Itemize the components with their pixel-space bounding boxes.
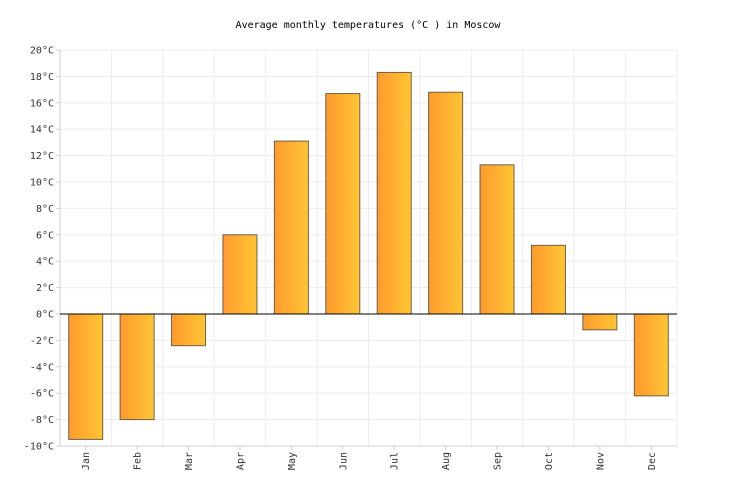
bar-jan	[68, 313, 104, 440]
x-tick-label: Nov	[595, 452, 606, 470]
y-tick-label: 6°C	[36, 230, 54, 241]
bar-mar	[171, 313, 207, 347]
y-tick-label: 20°C	[30, 46, 54, 57]
bar-sep	[479, 164, 515, 315]
y-tick-label: 16°C	[30, 98, 54, 109]
bar-may	[273, 140, 309, 315]
bar-nov	[582, 313, 618, 331]
x-tick-label: Jan	[81, 452, 92, 470]
y-tick-label: 10°C	[30, 178, 54, 189]
y-tick-label: 4°C	[36, 257, 54, 268]
x-tick-label: Dec	[647, 452, 658, 470]
x-tick-label: Jun	[338, 452, 349, 470]
y-tick-label: -2°C	[30, 336, 54, 347]
chart-title: Average monthly temperatures (°C ) in Mo…	[236, 20, 502, 31]
x-tick-label: Jul	[390, 452, 401, 470]
y-tick-label: -6°C	[30, 389, 54, 400]
bar-oct	[530, 244, 566, 315]
y-tick-label: -10°C	[24, 442, 54, 453]
x-axis-ticks: Jan Feb Mar Apr May Jun Jul Aug Sep Oct Nov Dec	[81, 446, 658, 470]
bar-jun	[325, 93, 361, 315]
grid-lines	[59, 49, 678, 447]
bar-jul	[376, 71, 412, 315]
x-tick-label: Sep	[493, 452, 504, 470]
bar-dec	[633, 313, 669, 397]
y-tick-label: -8°C	[30, 415, 54, 426]
y-tick-label: 0°C	[36, 310, 54, 321]
x-tick-label: Feb	[133, 452, 144, 470]
y-tick-label: -4°C	[30, 362, 54, 373]
x-tick-label: Mar	[184, 452, 195, 470]
axes	[59, 50, 677, 447]
x-tick-label: Oct	[544, 452, 555, 470]
bar-apr	[222, 234, 258, 315]
y-tick-label: 18°C	[30, 72, 54, 83]
y-tick-label: 12°C	[30, 151, 54, 162]
y-axis-ticks: -10°C -8°C -6°C -4°C -2°C 0°C 2°C 4°C 6°C 8°C 10°C…	[24, 46, 60, 453]
x-tick-label: May	[287, 452, 298, 470]
y-tick-label: 14°C	[30, 125, 54, 136]
bar-aug	[428, 91, 464, 315]
x-tick-label: Aug	[441, 452, 452, 470]
x-tick-label: Apr	[235, 452, 246, 470]
bar-feb	[119, 313, 155, 421]
y-tick-label: 2°C	[36, 283, 54, 294]
bars	[68, 71, 669, 440]
y-tick-label: 8°C	[36, 204, 54, 215]
